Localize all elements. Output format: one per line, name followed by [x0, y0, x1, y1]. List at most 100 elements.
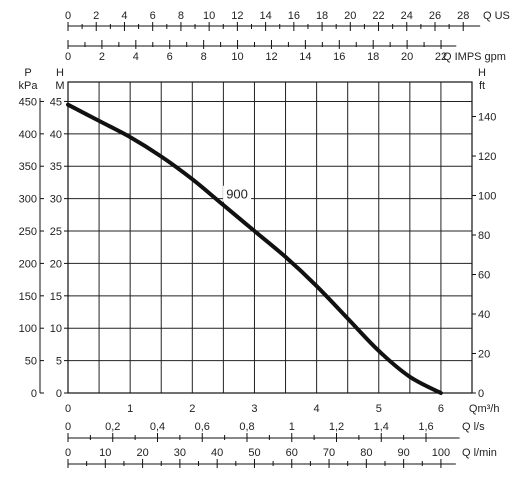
- tick-label-us: 26: [429, 10, 441, 22]
- tick-label-imps: 6: [167, 51, 173, 63]
- tick-label-x: 0: [65, 403, 71, 415]
- axis-label-ft: ft: [479, 80, 485, 92]
- tick-label-kpa: 150: [19, 291, 37, 303]
- tick-label-us: 10: [203, 10, 215, 22]
- labels: 051015202530354045HM05010015020025030035…: [19, 10, 512, 459]
- tick-label-kpa: 0: [31, 388, 37, 400]
- tick-label-imps: 12: [265, 51, 277, 63]
- tick-label-us: 12: [231, 10, 243, 22]
- axis-label-lmin: Q l/min: [462, 447, 497, 459]
- tick-label-us: 28: [457, 10, 469, 22]
- tick-label-lmin: 30: [174, 447, 186, 459]
- tick-label-kpa: 300: [19, 194, 37, 206]
- tick-label-x: 4: [314, 403, 320, 415]
- tick-label-lmin: 40: [211, 447, 223, 459]
- tick-label-kpa: 100: [19, 323, 37, 335]
- tick-label-m: 25: [50, 226, 62, 238]
- tick-label-lmin: 20: [136, 447, 148, 459]
- tick-label-m: 30: [50, 194, 62, 206]
- tick-label-m: 15: [50, 291, 62, 303]
- tick-label-lmin: 80: [360, 447, 372, 459]
- curves: 900: [66, 102, 443, 395]
- tick-label-ft: 0: [478, 388, 484, 400]
- axis-label-m: M: [55, 80, 64, 92]
- axis-label-us-gpm: Q US gpm: [483, 10, 512, 22]
- tick-label-imps: 20: [401, 51, 413, 63]
- tick-label-kpa: 450: [19, 96, 37, 108]
- tick-label-imps: 14: [299, 51, 311, 63]
- axis-label-x: Qm³/h: [469, 403, 500, 415]
- tick-label-us: 20: [344, 10, 356, 22]
- tick-label-ft: 40: [478, 309, 490, 321]
- tick-label-ls: 1,6: [418, 421, 433, 433]
- tick-label-imps: 10: [231, 51, 243, 63]
- tick-label-ls: 0,4: [150, 421, 165, 433]
- tick-label-m: 35: [50, 161, 62, 173]
- axis-label-ls: Q l/s: [462, 421, 485, 433]
- tick-label-us: 16: [288, 10, 300, 22]
- axis-label-imps-gpm: Q IMPS gpm: [443, 51, 506, 63]
- tick-label-x: 3: [251, 403, 257, 415]
- tick-label-m: 10: [50, 323, 62, 335]
- tick-label-imps: 16: [333, 51, 345, 63]
- tick-label-kpa: 200: [19, 258, 37, 270]
- tick-label-x: 1: [127, 403, 133, 415]
- grid: [67, 81, 473, 394]
- axes: [39, 22, 481, 468]
- tick-label-us: 18: [316, 10, 328, 22]
- tick-label-lmin: 100: [432, 447, 450, 459]
- tick-label-m: 20: [50, 258, 62, 270]
- tick-label-kpa: 350: [19, 161, 37, 173]
- tick-label-imps: 2: [99, 51, 105, 63]
- axis-label-p: P: [24, 67, 31, 79]
- tick-label-imps: 8: [201, 51, 207, 63]
- tick-label-us: 0: [65, 10, 71, 22]
- axis-label-h-right: H: [478, 67, 486, 79]
- tick-label-lmin: 70: [323, 447, 335, 459]
- tick-label-x: 5: [376, 403, 382, 415]
- tick-label-ls: 1: [289, 421, 295, 433]
- tick-label-lmin: 50: [248, 447, 260, 459]
- tick-label-lmin: 60: [286, 447, 298, 459]
- tick-label-ls: 1,2: [329, 421, 344, 433]
- axis-label-kpa: kPa: [19, 80, 39, 92]
- tick-label-imps: 4: [133, 51, 139, 63]
- curve-label-bg: [223, 185, 252, 202]
- tick-label-ft: 20: [478, 349, 490, 361]
- tick-label-us: 24: [401, 10, 413, 22]
- tick-label-us: 22: [372, 10, 384, 22]
- tick-label-x: 6: [438, 403, 444, 415]
- tick-label-kpa: 250: [19, 226, 37, 238]
- tick-label-ls: 0,6: [195, 421, 210, 433]
- tick-label-lmin: 90: [398, 447, 410, 459]
- curve-label-900: 900: [226, 187, 248, 202]
- tick-label-m: 5: [56, 356, 62, 368]
- tick-label-ls: 0,2: [105, 421, 120, 433]
- tick-label-us: 8: [178, 10, 184, 22]
- tick-label-m: 40: [50, 129, 62, 141]
- tick-label-us: 4: [121, 10, 127, 22]
- tick-label-ft: 140: [478, 112, 496, 124]
- tick-label-us: 2: [93, 10, 99, 22]
- tick-label-lmin: 10: [99, 447, 111, 459]
- tick-label-lmin: 0: [65, 447, 71, 459]
- tick-label-m: 0: [56, 388, 62, 400]
- tick-label-ft: 80: [478, 230, 490, 242]
- tick-label-m: 45: [50, 96, 62, 108]
- tick-label-x: 2: [189, 403, 195, 415]
- tick-label-us: 14: [259, 10, 271, 22]
- tick-label-ft: 100: [478, 191, 496, 203]
- tick-label-ft: 120: [478, 151, 496, 163]
- tick-label-imps: 0: [65, 51, 71, 63]
- tick-label-ft: 60: [478, 270, 490, 282]
- pump-curve-900: [66, 102, 443, 395]
- tick-label-ls: 0,8: [239, 421, 254, 433]
- tick-label-us: 6: [150, 10, 156, 22]
- tick-label-kpa: 400: [19, 129, 37, 141]
- axis-label-h-left: H: [56, 67, 64, 79]
- plot-frame: [67, 81, 473, 394]
- tick-label-kpa: 50: [25, 356, 37, 368]
- tick-label-ls: 1,4: [374, 421, 389, 433]
- tick-label-imps: 22: [435, 51, 447, 63]
